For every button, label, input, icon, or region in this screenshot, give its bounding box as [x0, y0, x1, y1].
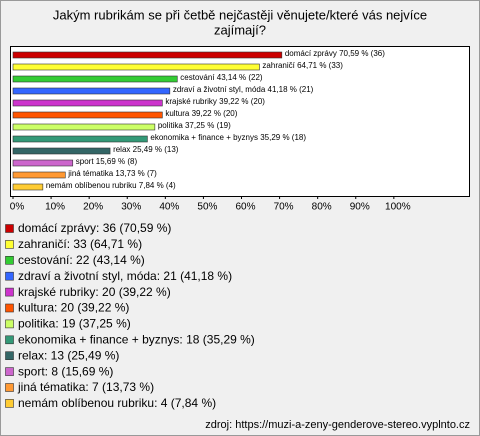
plot-frame [10, 46, 470, 197]
x-tick-label: 10% [45, 202, 65, 213]
x-tick-label: 20% [83, 202, 103, 213]
x-tick-label: 100% [385, 202, 411, 213]
legend-swatch [5, 367, 14, 376]
legend-label: kultura: 20 (39,22 %) [18, 301, 129, 315]
bar-label: zdraví a životní styl, móda 41,18 % (21) [173, 85, 314, 94]
bar [12, 171, 66, 179]
bar-label: politika 37,25 % (19) [158, 121, 231, 130]
bar-label: cestování 43,14 % (22) [180, 73, 263, 82]
legend-label: domácí zprávy: 36 (70,59 %) [18, 221, 171, 235]
legend-swatch [5, 255, 14, 265]
legend-swatch [5, 383, 14, 392]
legend-label: krajské rubriky: 20 (39,22 %) [18, 285, 171, 299]
legend-label: jiná tématika: 7 (13,73 %) [17, 380, 154, 394]
legend-label: politika: 19 (37,25 %) [18, 317, 131, 331]
legend-swatch [5, 319, 14, 329]
x-tick-label: 0% [10, 202, 25, 213]
chart-title: Jakým rubrikám se při četbě nejčastěji v… [53, 7, 427, 22]
x-tick-label: 30% [121, 202, 141, 213]
legend-swatch [5, 335, 14, 345]
x-tick-label: 60% [235, 202, 255, 213]
legend-swatch [5, 240, 14, 249]
bar-label: kultura 39,22 % (20) [165, 109, 237, 118]
legend-swatch [5, 351, 14, 361]
x-tick-label: 80% [312, 202, 332, 213]
bar-label: ekonomika + finance + byznys 35,29 % (18… [150, 133, 306, 142]
legend-label: nemám oblíbenou rubriku: 4 (7,84 %) [18, 396, 216, 410]
chart-title: zajímají? [214, 22, 266, 37]
bar [12, 51, 283, 59]
bar [12, 75, 178, 83]
legend-label: zdraví a životní styl, móda: 21 (41,18 %… [18, 269, 232, 283]
bar-label: zahraničí 64,71 % (33) [262, 61, 343, 70]
x-tick-label: 50% [197, 202, 217, 213]
bar-label: sport 15,69 % (8) [76, 157, 138, 166]
legend-label: sport: 8 (15,69 %) [18, 364, 113, 378]
x-tick-label: 40% [159, 202, 179, 213]
bar [12, 99, 163, 107]
bar-label: domácí zprávy 70,59 % (36) [285, 49, 385, 58]
bar-label: jiná tématika 13,73 % (7) [67, 169, 157, 178]
bar [12, 159, 74, 167]
legend-label: relax: 13 (25,49 %) [18, 348, 119, 362]
x-tick-label: 70% [274, 202, 294, 213]
bar [12, 135, 148, 143]
legend-label: ekonomika + finance + byznys: 18 (35,29 … [18, 332, 255, 346]
legend-swatch [5, 287, 14, 297]
legend-swatch [5, 399, 14, 408]
bar-label: krajské rubriky 39,22 % (20) [165, 97, 265, 106]
bar [12, 147, 111, 155]
bar [12, 87, 171, 95]
bar [12, 183, 44, 191]
bar [12, 111, 163, 119]
legend-swatch [5, 271, 14, 281]
x-tick-label: 90% [350, 202, 370, 213]
legend-label: cestování: 22 (43,14 %) [18, 253, 145, 267]
bar-label: nemám oblíbenou rubriku 7,84 % (4) [46, 181, 176, 190]
bar [12, 123, 156, 131]
source: zdroj: https://muzi-a-zeny-genderove-ste… [205, 419, 470, 431]
legend-swatch [5, 224, 14, 233]
bar-label: relax 25,49 % (13) [113, 145, 179, 154]
bar [12, 63, 260, 71]
legend-label: zahraničí: 33 (64,71 %) [18, 237, 142, 251]
legend-swatch [5, 303, 14, 313]
